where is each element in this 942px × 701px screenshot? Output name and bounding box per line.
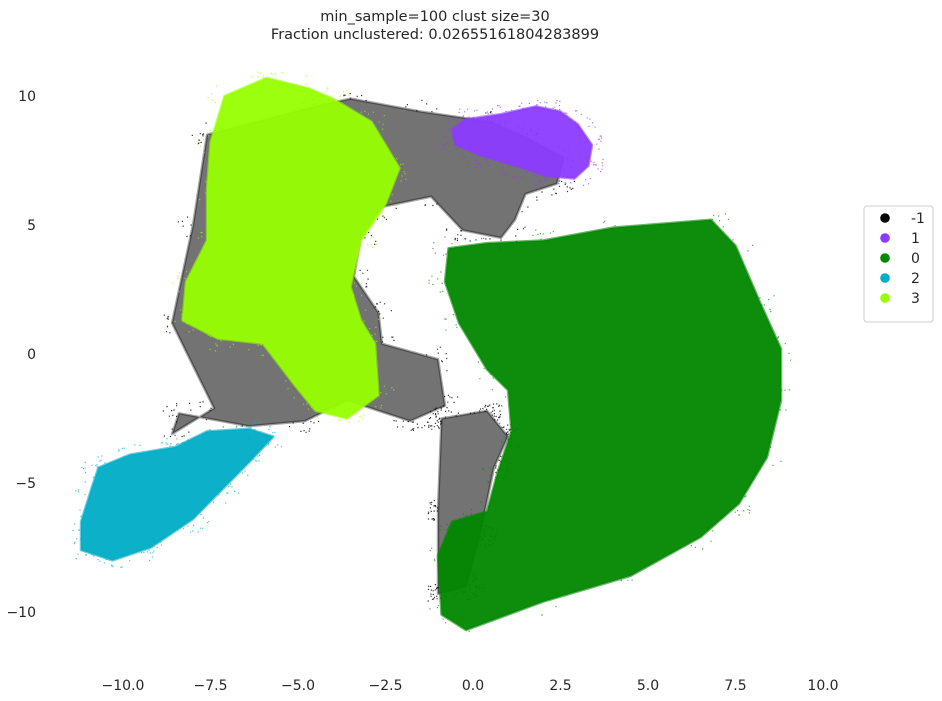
cluster-series-3: [172, 71, 407, 423]
x-tick-label: 5.0: [637, 678, 659, 694]
y-tick-label: −10: [6, 605, 36, 621]
x-tick-label: −7.5: [194, 678, 228, 694]
legend-label-2: 2: [911, 271, 920, 287]
y-axis-ticks: 10 5 0 −5 −10: [6, 89, 36, 621]
y-tick-label: 5: [27, 218, 36, 234]
x-tick-label: 2.5: [549, 678, 571, 694]
y-tick-label: −5: [15, 476, 36, 492]
cluster-layer: [72, 71, 792, 633]
x-tick-label: 0.0: [462, 678, 484, 694]
legend-label--1: -1: [911, 211, 925, 227]
legend-marker-2: [880, 273, 890, 283]
cluster-region-0-0: [436, 218, 783, 632]
legend: -1 1 0 2 3: [863, 205, 934, 323]
chart-title: min_sample=100 clust size=30: [320, 9, 550, 25]
legend-label-1: 1: [911, 231, 920, 247]
cluster-series-0: [428, 213, 792, 633]
legend-label-0: 0: [911, 251, 920, 267]
x-tick-label: −10.0: [102, 678, 145, 694]
cluster-series-1: [441, 99, 604, 187]
legend-marker-0: [880, 253, 890, 263]
cluster-series-2: [72, 421, 282, 568]
legend-label-3: 3: [911, 291, 920, 307]
x-tick-label: −5.0: [281, 678, 315, 694]
legend-marker--1: [880, 213, 890, 223]
legend-box: [863, 205, 934, 323]
legend-marker-1: [880, 233, 890, 243]
y-tick-label: 0: [27, 347, 36, 363]
cluster-region-3-0: [181, 76, 401, 420]
x-tick-label: 7.5: [724, 678, 746, 694]
x-tick-label: −2.5: [369, 678, 403, 694]
legend-marker-3: [880, 293, 890, 303]
x-axis-ticks: −10.0 −7.5 −5.0 −2.5 0.0 2.5 5.0 7.5 10.0: [102, 678, 839, 694]
y-tick-label: 10: [18, 89, 36, 105]
chart-subtitle: Fraction unclustered: 0.0265516180428389…: [271, 27, 599, 43]
cluster-region-1-0: [450, 105, 594, 180]
x-tick-label: 10.0: [807, 678, 838, 694]
cluster-region-2-0: [79, 427, 275, 562]
